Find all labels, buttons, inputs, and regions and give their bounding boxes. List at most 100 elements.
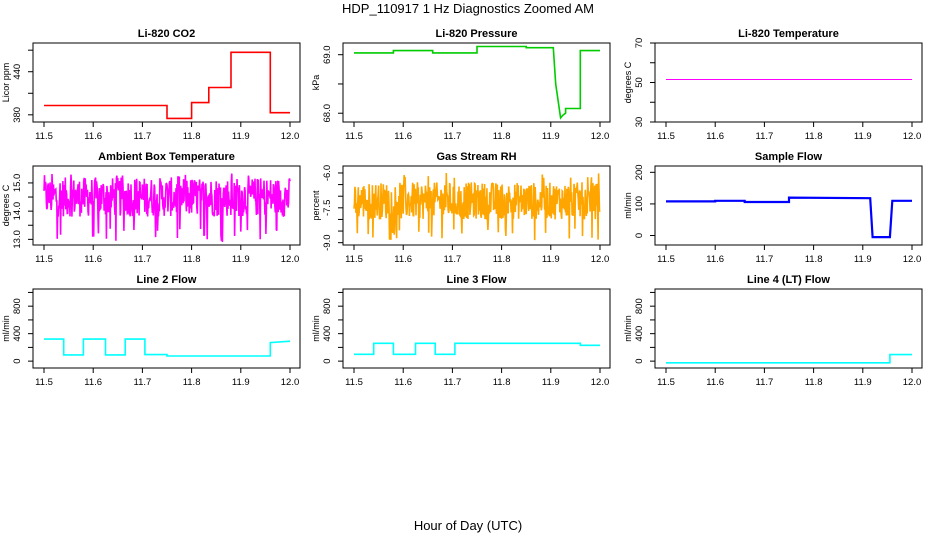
series-line-line3_flow xyxy=(354,342,600,356)
x-tick-label-gas_rh: 11.5 xyxy=(345,254,363,265)
x-tick-label-pressure: 11.7 xyxy=(444,131,462,142)
x-tick-label-sample_flow: 11.9 xyxy=(854,254,872,265)
y-tick-label-line4_flow: 400 xyxy=(634,326,645,342)
y-axis-label-temperature: degrees C xyxy=(623,61,633,103)
x-tick-label-temperature: 12.0 xyxy=(903,131,922,142)
y-tick-label-line2_flow: 0 xyxy=(12,358,23,363)
x-tick-label-line3_flow: 11.5 xyxy=(345,377,363,388)
plot-frame-line3_flow xyxy=(342,288,611,369)
series-line-gas_rh xyxy=(353,172,601,241)
x-tick-label-gas_rh: 11.7 xyxy=(444,254,462,265)
x-tick-label-sample_flow: 12.0 xyxy=(903,254,922,265)
y-tick-label-temperature: 70 xyxy=(634,38,645,49)
plot-frame-line2_flow xyxy=(32,288,301,369)
x-tick-label-line2_flow: 11.9 xyxy=(232,377,250,388)
figure-title: HDP_110917 1 Hz Diagnostics Zoomed AM xyxy=(342,1,594,16)
x-tick-label-temperature: 11.6 xyxy=(706,131,724,142)
x-tick-label-box_temp: 11.8 xyxy=(183,254,201,265)
series-line-line2_flow xyxy=(44,338,291,357)
plot-title-co2: Li-820 CO2 xyxy=(138,28,195,40)
y-tick-label-line3_flow: 0 xyxy=(322,358,333,363)
y-axis-label-pressure: kPa xyxy=(311,75,321,91)
x-tick-label-line3_flow: 11.7 xyxy=(444,377,462,388)
y-tick-label-pressure: 68.0 xyxy=(322,104,333,123)
series-line-pressure xyxy=(354,45,600,120)
x-tick-label-box_temp: 11.9 xyxy=(232,254,250,265)
plot-title-sample_flow: Sample Flow xyxy=(755,151,823,163)
x-tick-label-line3_flow: 11.9 xyxy=(542,377,560,388)
y-tick-label-box_temp: 13.0 xyxy=(12,230,23,249)
plot-title-line3_flow: Line 3 Flow xyxy=(447,274,507,286)
plot-title-line2_flow: Line 2 Flow xyxy=(137,274,197,286)
plot-title-line4_flow: Line 4 (LT) Flow xyxy=(747,274,830,286)
plot-title-pressure: Li-820 Pressure xyxy=(436,28,518,40)
x-tick-label-co2: 11.5 xyxy=(35,131,53,142)
series-line-co2 xyxy=(44,51,290,120)
y-axis-label-gas_rh: percent xyxy=(311,190,321,221)
x-tick-label-line2_flow: 11.6 xyxy=(84,377,102,388)
y-tick-label-temperature: 50 xyxy=(634,77,645,88)
y-tick-label-gas_rh: -7.5 xyxy=(322,200,333,216)
x-tick-label-sample_flow: 11.7 xyxy=(756,254,774,265)
y-axis-label-line4_flow: ml/min xyxy=(623,315,633,342)
x-tick-label-line4_flow: 11.9 xyxy=(854,377,872,388)
x-tick-label-sample_flow: 11.8 xyxy=(805,254,823,265)
y-tick-label-line4_flow: 0 xyxy=(634,358,645,363)
x-tick-label-temperature: 11.5 xyxy=(657,131,675,142)
x-tick-label-box_temp: 12.0 xyxy=(281,254,300,265)
plot-title-temperature: Li-820 Temperature xyxy=(738,28,839,40)
plot-frame-line4_flow xyxy=(654,288,923,369)
x-tick-label-line3_flow: 11.6 xyxy=(394,377,412,388)
y-tick-label-temperature: 30 xyxy=(634,117,645,128)
x-tick-label-pressure: 11.5 xyxy=(345,131,363,142)
x-tick-label-temperature: 11.9 xyxy=(854,131,872,142)
x-tick-label-line2_flow: 11.8 xyxy=(183,377,201,388)
x-tick-label-pressure: 12.0 xyxy=(591,131,610,142)
x-tick-label-line4_flow: 11.8 xyxy=(805,377,823,388)
x-tick-label-co2: 11.7 xyxy=(134,131,152,142)
y-tick-label-line3_flow: 800 xyxy=(322,298,333,314)
x-tick-label-pressure: 11.6 xyxy=(394,131,412,142)
x-tick-label-line3_flow: 11.8 xyxy=(493,377,511,388)
x-tick-label-gas_rh: 11.6 xyxy=(394,254,412,265)
series-line-line4_flow xyxy=(666,353,912,364)
y-tick-label-box_temp: 14.0 xyxy=(12,202,23,221)
x-tick-label-co2: 11.9 xyxy=(232,131,250,142)
x-tick-label-gas_rh: 12.0 xyxy=(591,254,610,265)
plot-frame-pressure xyxy=(342,42,611,123)
x-tick-label-co2: 11.6 xyxy=(84,131,102,142)
y-tick-label-sample_flow: 100 xyxy=(634,196,645,212)
y-tick-label-co2: 440 xyxy=(12,64,23,80)
x-tick-label-line2_flow: 11.7 xyxy=(134,377,152,388)
x-tick-label-line2_flow: 12.0 xyxy=(281,377,300,388)
x-tick-label-line4_flow: 11.5 xyxy=(657,377,675,388)
y-axis-label-sample_flow: ml/min xyxy=(623,192,633,219)
y-tick-label-line2_flow: 800 xyxy=(12,298,23,314)
x-tick-label-temperature: 11.8 xyxy=(805,131,823,142)
x-tick-label-line3_flow: 12.0 xyxy=(591,377,610,388)
x-tick-label-pressure: 11.9 xyxy=(542,131,560,142)
series-line-sample_flow xyxy=(666,196,912,239)
x-tick-label-co2: 11.8 xyxy=(183,131,201,142)
plot-frame-temperature xyxy=(654,42,923,123)
x-tick-label-box_temp: 11.7 xyxy=(134,254,152,265)
y-tick-label-co2: 380 xyxy=(12,107,23,123)
x-tick-label-line4_flow: 11.7 xyxy=(756,377,774,388)
x-tick-label-line2_flow: 11.5 xyxy=(35,377,53,388)
x-tick-label-box_temp: 11.6 xyxy=(84,254,102,265)
plot-frame-sample_flow xyxy=(654,165,923,246)
x-tick-label-co2: 12.0 xyxy=(281,131,300,142)
series-line-box_temp xyxy=(43,173,291,243)
x-tick-label-gas_rh: 11.8 xyxy=(493,254,511,265)
x-tick-label-sample_flow: 11.6 xyxy=(706,254,724,265)
x-tick-label-line4_flow: 12.0 xyxy=(903,377,922,388)
y-axis-label-co2: Licor ppm xyxy=(1,63,11,103)
x-tick-label-temperature: 11.7 xyxy=(756,131,774,142)
plot-frame-co2 xyxy=(32,42,301,123)
y-tick-label-box_temp: 15.0 xyxy=(12,174,23,193)
y-tick-label-line3_flow: 400 xyxy=(322,326,333,342)
y-tick-label-line2_flow: 400 xyxy=(12,326,23,342)
plot-title-gas_rh: Gas Stream RH xyxy=(436,151,516,163)
x-axis-label: Hour of Day (UTC) xyxy=(413,518,523,533)
